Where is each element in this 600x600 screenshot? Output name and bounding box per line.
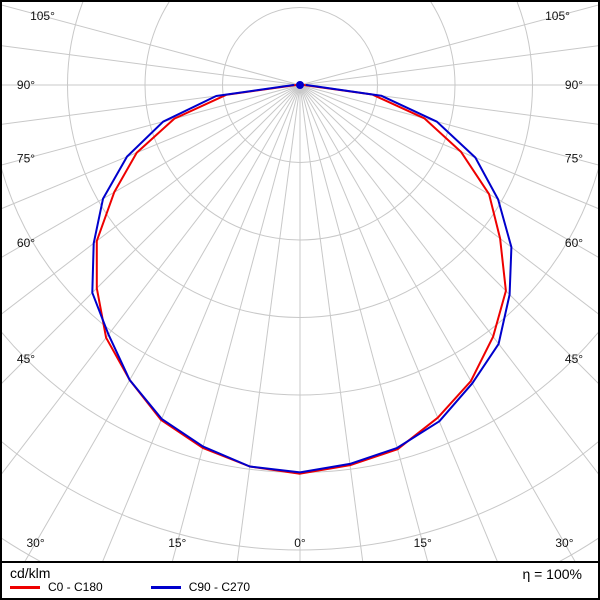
origin-marker bbox=[296, 81, 304, 89]
grid-radial-line bbox=[299, 84, 598, 384]
angle-tick-label: 15° bbox=[414, 536, 432, 550]
grid-radial-line bbox=[2, 45, 301, 86]
angle-tick-label: 75° bbox=[565, 151, 583, 165]
grid-radial-line bbox=[236, 84, 301, 561]
series-label-c90-c270: C90 - C270 bbox=[188, 580, 251, 594]
curve-c90-c270 bbox=[91, 84, 513, 474]
angle-tick-label: 60° bbox=[565, 236, 583, 250]
angle-tick-label: 0° bbox=[294, 536, 306, 550]
angle-tick-label: 90° bbox=[17, 78, 35, 92]
angle-tick-label: 45° bbox=[17, 352, 35, 366]
grid-radial-line bbox=[2, 84, 301, 475]
angle-tick-label: 105° bbox=[545, 9, 570, 23]
grid-radial-line bbox=[2, 84, 301, 166]
angle-tick-label: 45° bbox=[565, 352, 583, 366]
angle-tick-label: 30° bbox=[555, 536, 573, 550]
legend-row: C0 - C180 C90 - C270 bbox=[10, 580, 290, 594]
grid-radial-line bbox=[299, 84, 364, 561]
polar-chart: 105° 105° 90° 90° 75° 75° 60° 60° 45° 45° 30° 30° 15… bbox=[2, 2, 598, 561]
grid-radial-line bbox=[299, 84, 598, 475]
efficiency-label: η = 100% bbox=[522, 566, 582, 582]
grid-radial-line bbox=[171, 84, 301, 561]
grid-radial-line bbox=[2, 84, 301, 384]
grid-radial-line bbox=[299, 84, 598, 125]
grid-radial-line bbox=[299, 84, 576, 561]
grid-radial-line bbox=[102, 84, 301, 561]
grid-radial-line bbox=[299, 45, 598, 86]
unit-label: cd/klm bbox=[10, 565, 51, 581]
grid-radial-line bbox=[299, 4, 598, 86]
grid-radial-line bbox=[299, 84, 598, 209]
series-label-c0-c180: C0 - C180 bbox=[48, 580, 103, 594]
grid-radial-line bbox=[2, 84, 301, 315]
grid-radial-line bbox=[2, 84, 301, 209]
angle-tick-label: 90° bbox=[565, 78, 583, 92]
grid-radial-line bbox=[24, 84, 301, 561]
grid-radial-line bbox=[2, 84, 301, 125]
grid-radial-line bbox=[2, 84, 301, 258]
series-swatch-c0-c180 bbox=[10, 585, 40, 589]
legend: cd/klm η = 100% C0 - C180 C90 - C270 bbox=[2, 561, 598, 598]
angle-tick-label: 75° bbox=[17, 151, 35, 165]
angle-tick-label: 60° bbox=[17, 236, 35, 250]
grid-radial-line bbox=[299, 84, 598, 166]
angle-tick-label: 30° bbox=[26, 536, 44, 550]
series-swatch-c90-c270 bbox=[150, 585, 181, 589]
grid-radial-line bbox=[299, 84, 429, 561]
grid-radial-line bbox=[299, 84, 498, 561]
angle-tick-label: 15° bbox=[168, 536, 186, 550]
grid-radial-line bbox=[299, 84, 598, 315]
angle-tick-label: 105° bbox=[30, 9, 55, 23]
grid-radial-line bbox=[299, 84, 598, 258]
curve-c0-c180 bbox=[95, 84, 507, 475]
grid-radial-line bbox=[2, 4, 301, 86]
